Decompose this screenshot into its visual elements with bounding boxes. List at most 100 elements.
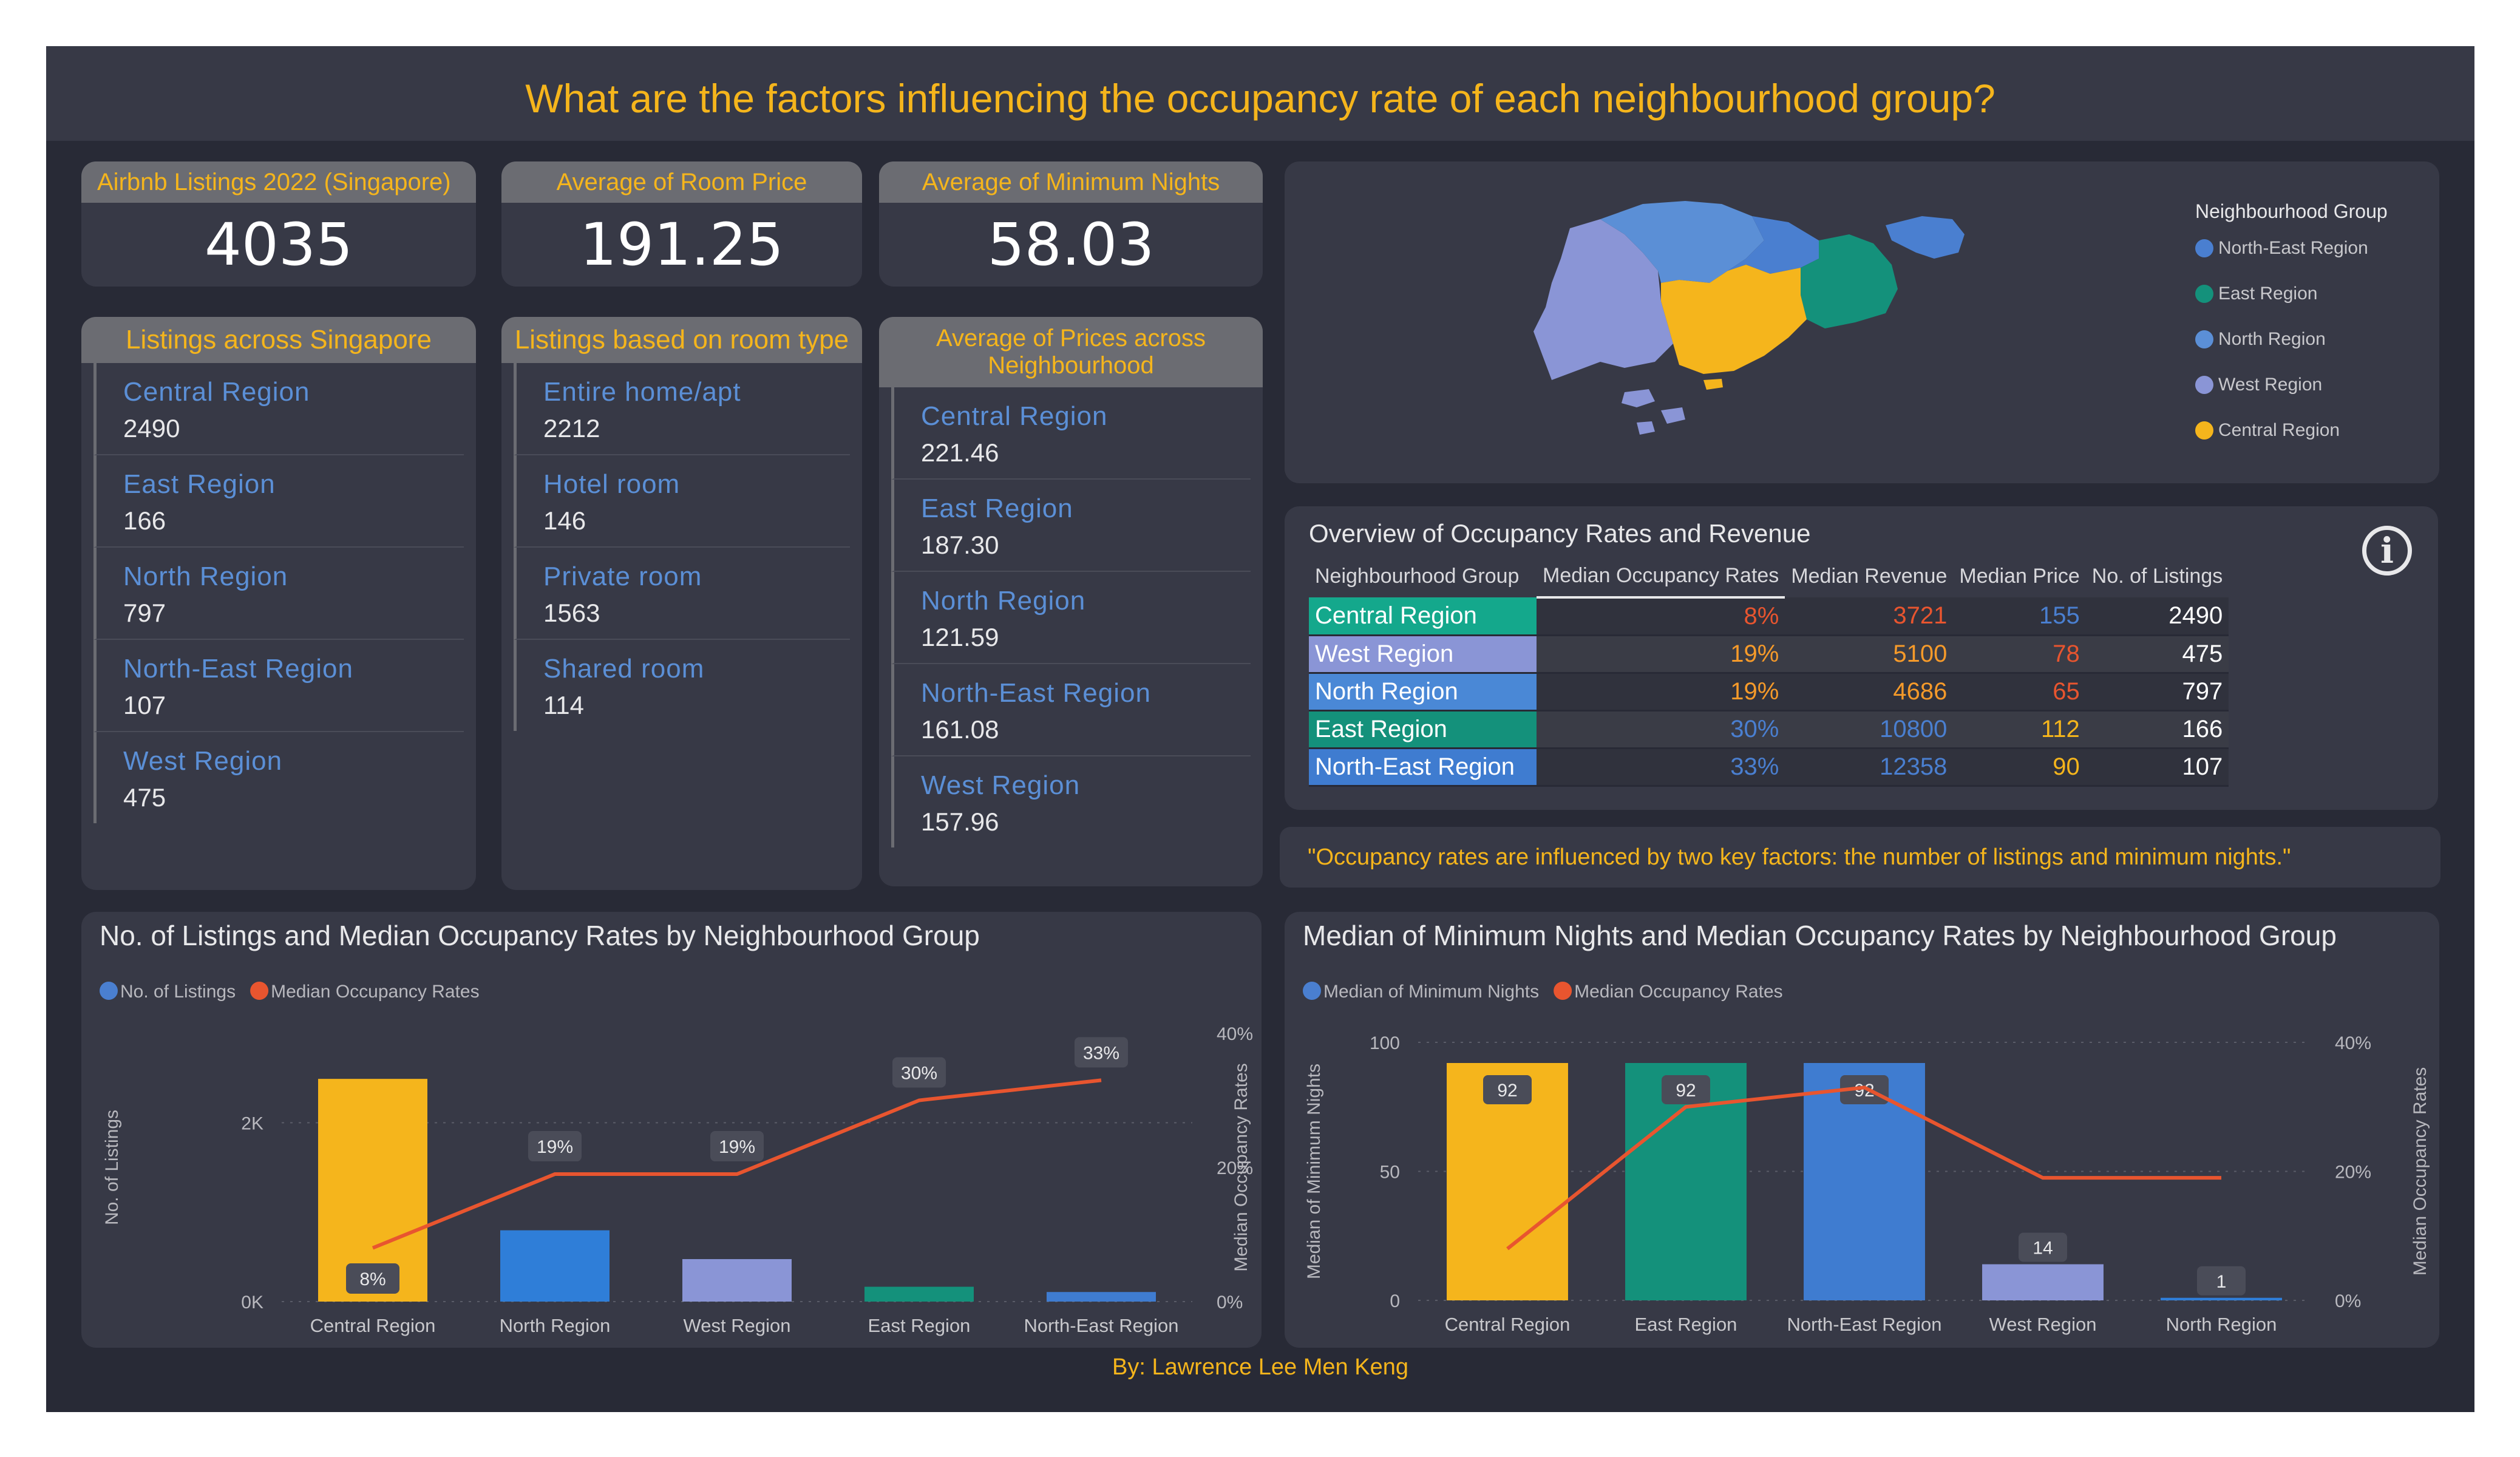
data-label-bg bbox=[710, 1131, 764, 1162]
listings-occupancy-chart[interactable]: No. of Listings Median Occupancy Rates 0K 2… bbox=[81, 912, 1262, 1348]
legend-item[interactable]: Central Region bbox=[2195, 407, 2388, 453]
cell-name: East Region bbox=[1309, 710, 1537, 749]
kpi-card-listings[interactable]: Airbnb Listings 2022 (Singapore) 4035 bbox=[81, 161, 476, 287]
series-line bbox=[372, 1078, 1102, 1250]
list-item-label: North Region bbox=[123, 562, 288, 591]
list-item: Central Region 2490 bbox=[93, 363, 464, 455]
cell-listings: 475 bbox=[2085, 635, 2229, 674]
list-item: North Region 121.59 bbox=[891, 572, 1251, 664]
cell-revenue: 12358 bbox=[1785, 748, 1954, 787]
bar bbox=[864, 1286, 974, 1302]
region-list: Central Region 2490 East Region 166 North … bbox=[81, 363, 476, 823]
legend-item[interactable]: North-East Region bbox=[2195, 225, 2388, 271]
kpi-label: Average of Minimum Nights bbox=[879, 161, 1263, 203]
legend-item[interactable]: North Region bbox=[2195, 316, 2388, 362]
legend-title: Neighbourhood Group bbox=[2195, 200, 2388, 222]
list-item-value: 121.59 bbox=[921, 623, 999, 651]
column-header-sorted[interactable]: Median Occupancy Rates bbox=[1537, 555, 1785, 599]
chart-title: Median of Minimum Nights and Median Occu… bbox=[1303, 920, 2337, 951]
y-tick-label: 0 bbox=[1390, 1291, 1400, 1311]
list-item-value: 146 bbox=[543, 506, 586, 535]
overview-table-card[interactable]: Overview of Occupancy Rates and Revenue … bbox=[1285, 506, 2438, 810]
column-header[interactable]: Median Revenue bbox=[1791, 564, 1948, 588]
x-tick-label: West Region bbox=[1989, 1314, 2097, 1335]
table-row[interactable]: North Region 19% 4686 65 797 bbox=[1309, 673, 2229, 712]
map-north-region[interactable] bbox=[1600, 201, 1764, 283]
x-tick-label: Central Region bbox=[1445, 1314, 1571, 1335]
data-label-bg bbox=[528, 1131, 582, 1162]
map-island bbox=[1661, 407, 1685, 424]
table-header-row: Neighbourhood Group Median Occupancy Rat… bbox=[1309, 555, 2229, 599]
quote-text: "Occupancy rates are influenced by two k… bbox=[1308, 844, 2291, 870]
map-card[interactable]: Neighbourhood Group North-East Region Ea… bbox=[1285, 161, 2439, 483]
legend-label: North-East Region bbox=[2218, 237, 2368, 258]
legend-label: Central Region bbox=[2218, 419, 2340, 440]
map-central-region[interactable] bbox=[1661, 265, 1807, 374]
list-item: Central Region 221.46 bbox=[891, 387, 1251, 480]
card-title: Average of Prices across Neighbourhood bbox=[879, 317, 1263, 387]
y2-tick-label: 0% bbox=[1217, 1292, 1243, 1313]
cell-name: Central Region bbox=[1309, 597, 1537, 636]
legend-item[interactable]: East Region bbox=[2195, 271, 2388, 316]
legend-label: West Region bbox=[2218, 374, 2323, 395]
list-item-label: Central Region bbox=[123, 377, 310, 407]
list-item-value: 2490 bbox=[123, 414, 180, 443]
map-north-east-region[interactable] bbox=[1728, 216, 1819, 274]
column-header[interactable]: Neighbourhood Group bbox=[1315, 564, 1520, 588]
x-tick-label: West Region bbox=[684, 1315, 791, 1336]
y-axis-label: No. of Listings bbox=[102, 1110, 122, 1225]
column-header[interactable]: No. of Listings bbox=[2091, 564, 2223, 588]
cell-price: 155 bbox=[1953, 597, 2086, 636]
info-icon[interactable]: i bbox=[2362, 526, 2412, 576]
data-label-bg bbox=[1840, 1075, 1889, 1104]
list-item: North-East Region 161.08 bbox=[891, 664, 1251, 756]
cell-occupancy: 30% bbox=[1537, 710, 1785, 749]
list-item: East Region 187.30 bbox=[891, 480, 1251, 572]
cell-occupancy: 19% bbox=[1537, 635, 1785, 674]
list-item-label: North-East Region bbox=[921, 678, 1151, 708]
min-nights-occupancy-chart[interactable]: Median of Minimum Nights Median Occupancy… bbox=[1285, 912, 2439, 1348]
kpi-card-min-nights[interactable]: Average of Minimum Nights 58.03 bbox=[879, 161, 1263, 287]
table-row[interactable]: East Region 30% 10800 112 166 bbox=[1309, 710, 2229, 749]
cell-price: 65 bbox=[1953, 673, 2086, 712]
table-row[interactable]: West Region 19% 5100 78 475 bbox=[1309, 635, 2229, 674]
legend-item[interactable]: West Region bbox=[2195, 362, 2388, 407]
avg-prices-card[interactable]: Average of Prices across Neighbourhood C… bbox=[879, 317, 1263, 886]
map-east-island[interactable] bbox=[1886, 216, 1965, 259]
cell-name: North Region bbox=[1309, 673, 1537, 712]
listings-region-card[interactable]: Listings across Singapore Central Region… bbox=[81, 317, 476, 890]
bar bbox=[1982, 1264, 2104, 1300]
listings-room-card[interactable]: Listings based on room type Entire home/… bbox=[501, 317, 862, 890]
list-item: Hotel room 146 bbox=[514, 455, 850, 548]
data-label-bg bbox=[346, 1263, 399, 1294]
title-bar: What are the factors influencing the occ… bbox=[46, 46, 2474, 141]
list-item-value: 114 bbox=[543, 691, 584, 719]
legend-dot bbox=[1554, 982, 1572, 1000]
data-label: 19% bbox=[537, 1137, 573, 1157]
y2-tick-label: 20% bbox=[1217, 1158, 1253, 1178]
y2-tick-label: 40% bbox=[1217, 1024, 1253, 1044]
cell-price: 90 bbox=[1953, 748, 2086, 787]
dashboard-title: What are the factors influencing the occ… bbox=[525, 76, 1995, 121]
legend-dot bbox=[2195, 421, 2213, 440]
y2-axis-label: Median Occupancy Rates bbox=[2410, 1067, 2430, 1276]
kpi-value: 4035 bbox=[204, 211, 353, 279]
map-east-region[interactable] bbox=[1801, 234, 1898, 328]
singapore-map[interactable] bbox=[1285, 161, 2439, 483]
legend-label: East Region bbox=[2218, 283, 2318, 304]
map-legend: Neighbourhood Group North-East Region Ea… bbox=[2195, 200, 2388, 453]
y-tick-label: 0K bbox=[241, 1292, 263, 1313]
legend-label: No. of Listings bbox=[120, 982, 236, 1002]
map-west-region[interactable] bbox=[1533, 219, 1673, 380]
list-item-label: West Region bbox=[123, 746, 283, 776]
kpi-card-room-price[interactable]: Average of Room Price 191.25 bbox=[501, 161, 862, 287]
data-label: 33% bbox=[1083, 1043, 1119, 1063]
x-tick-label: North Region bbox=[500, 1315, 611, 1336]
listings-occupancy-chart-card[interactable]: No. of Listings and Median Occupancy Rat… bbox=[81, 912, 1262, 1348]
table-row[interactable]: North-East Region 33% 12358 90 107 bbox=[1309, 748, 2229, 787]
overview-title: Overview of Occupancy Rates and Revenue bbox=[1309, 519, 1811, 548]
table-row[interactable]: Central Region 8% 3721 155 2490 bbox=[1309, 597, 2229, 636]
column-header[interactable]: Median Price bbox=[1959, 564, 2080, 588]
min-nights-occupancy-chart-card[interactable]: Median of Minimum Nights and Median Occu… bbox=[1285, 912, 2439, 1348]
cell-price: 78 bbox=[1953, 635, 2086, 674]
